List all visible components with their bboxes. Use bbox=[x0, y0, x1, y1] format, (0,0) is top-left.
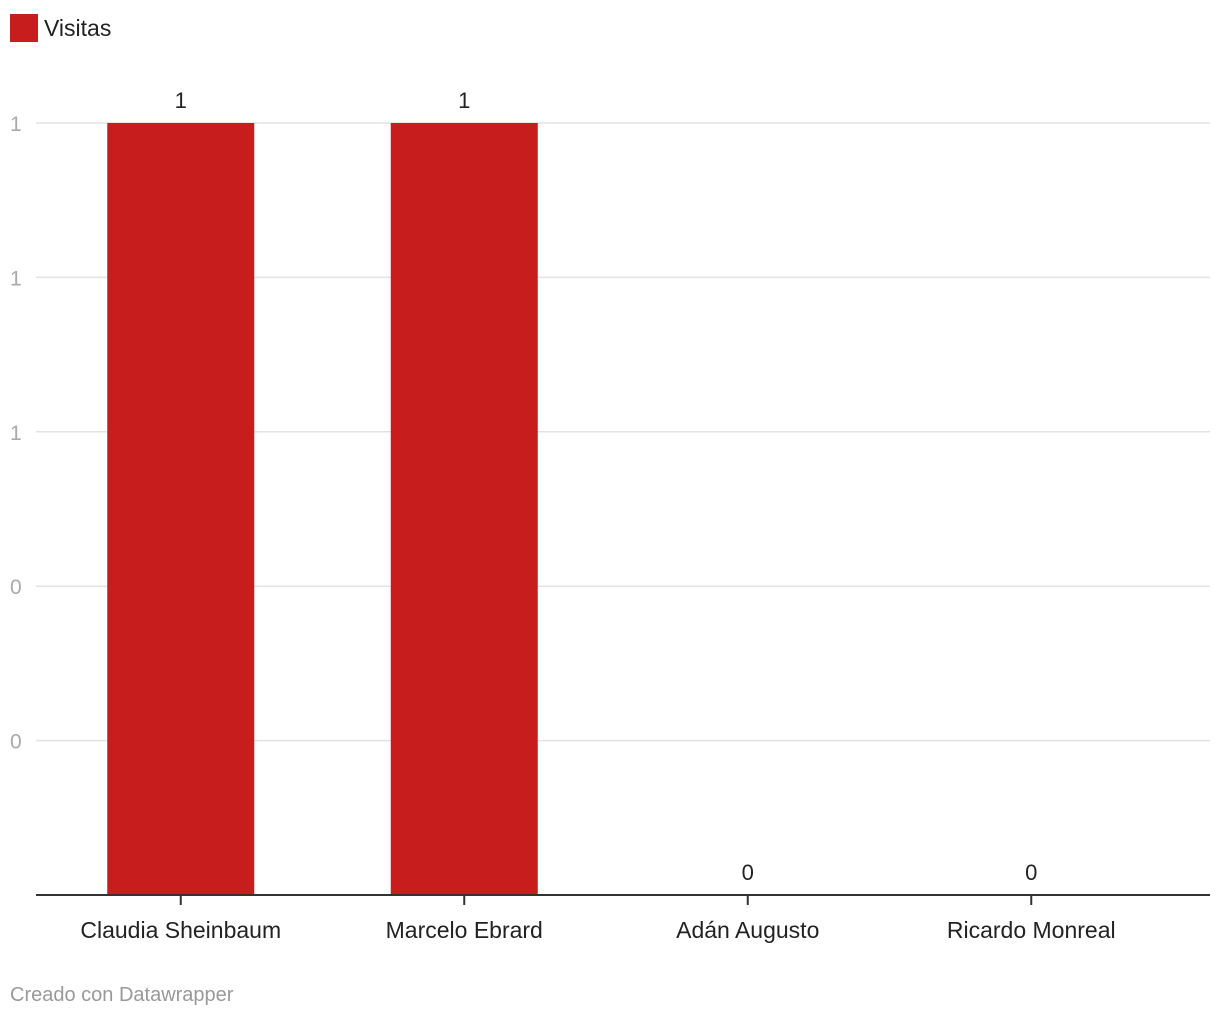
data-label: 0 bbox=[742, 860, 754, 885]
x-tick-label: Ricardo Monreal bbox=[947, 917, 1116, 943]
credit-text: Creado con Datawrapper bbox=[10, 984, 234, 1006]
legend-label: Visitas bbox=[44, 14, 112, 41]
y-tick-label: 0 bbox=[10, 731, 22, 754]
x-tick-label: Marcelo Ebrard bbox=[386, 917, 543, 943]
y-tick-label: 0 bbox=[10, 576, 22, 599]
data-label: 0 bbox=[1025, 860, 1037, 885]
data-label: 1 bbox=[175, 88, 187, 113]
bar bbox=[390, 123, 538, 895]
bar-chart: 1 1 1 0 0 1 Claudia Sheinbaum 1 Marcelo Ebrard 0 A… bbox=[10, 88, 1210, 943]
y-tick-label: 1 bbox=[10, 113, 22, 136]
bar bbox=[107, 123, 255, 895]
x-tick-label: Adán Augusto bbox=[676, 917, 819, 943]
y-tick-label: 1 bbox=[10, 422, 22, 445]
x-tick-label: Claudia Sheinbaum bbox=[80, 917, 281, 943]
y-tick-label: 1 bbox=[10, 267, 22, 290]
legend-swatch bbox=[10, 14, 38, 42]
data-label: 1 bbox=[458, 88, 470, 113]
legend: Visitas bbox=[10, 14, 111, 42]
